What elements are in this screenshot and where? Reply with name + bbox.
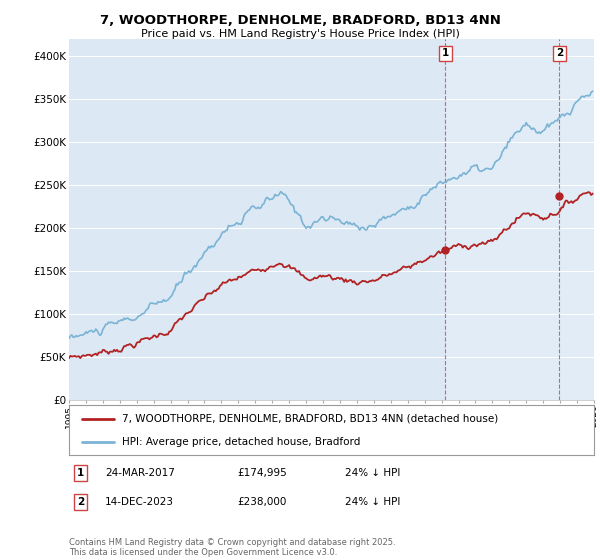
Text: 14-DEC-2023: 14-DEC-2023 [105, 497, 174, 507]
Text: 2: 2 [77, 497, 84, 507]
Text: 1: 1 [442, 48, 449, 58]
Text: 24% ↓ HPI: 24% ↓ HPI [345, 468, 400, 478]
Text: 24-MAR-2017: 24-MAR-2017 [105, 468, 175, 478]
Text: 7, WOODTHORPE, DENHOLME, BRADFORD, BD13 4NN: 7, WOODTHORPE, DENHOLME, BRADFORD, BD13 … [100, 14, 500, 27]
Text: 1: 1 [77, 468, 84, 478]
Text: Price paid vs. HM Land Registry's House Price Index (HPI): Price paid vs. HM Land Registry's House … [140, 29, 460, 39]
Text: £238,000: £238,000 [237, 497, 286, 507]
Text: Contains HM Land Registry data © Crown copyright and database right 2025.
This d: Contains HM Land Registry data © Crown c… [69, 538, 395, 557]
Text: 24% ↓ HPI: 24% ↓ HPI [345, 497, 400, 507]
Text: 7, WOODTHORPE, DENHOLME, BRADFORD, BD13 4NN (detached house): 7, WOODTHORPE, DENHOLME, BRADFORD, BD13 … [121, 414, 498, 424]
Text: £174,995: £174,995 [237, 468, 287, 478]
Text: 2: 2 [556, 48, 563, 58]
Text: HPI: Average price, detached house, Bradford: HPI: Average price, detached house, Brad… [121, 437, 360, 447]
